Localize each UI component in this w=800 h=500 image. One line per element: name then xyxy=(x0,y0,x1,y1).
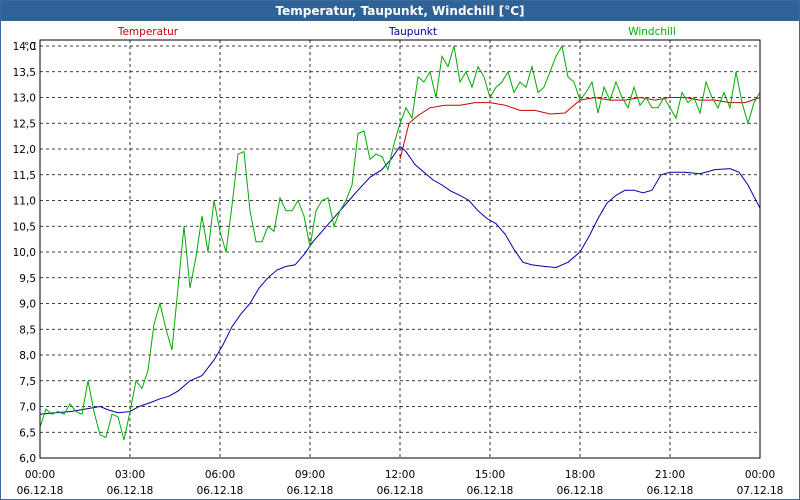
x-tick-time: 03:00 xyxy=(115,469,145,481)
x-tick-time: 00:00 xyxy=(745,469,775,481)
legend-temperatur: Temperatur xyxy=(117,26,179,38)
y-tick-label: 9,5 xyxy=(19,273,36,285)
x-tick-time: 12:00 xyxy=(385,469,415,481)
x-tick-time: 06:00 xyxy=(205,469,235,481)
legend-windchill: Windchill xyxy=(628,26,676,38)
series-line-temperatur xyxy=(399,96,761,160)
x-tick-time: 00:00 xyxy=(25,469,55,481)
x-tick-date: 06.12.18 xyxy=(377,485,424,497)
x-tick-date: 06.12.18 xyxy=(107,485,154,497)
y-tick-label: 11,0 xyxy=(13,196,36,208)
x-tick-date: 06.12.18 xyxy=(287,485,334,497)
y-tick-label: 10,0 xyxy=(13,247,36,259)
x-tick-time: 15:00 xyxy=(475,469,505,481)
y-tick-label: 8,0 xyxy=(19,350,36,362)
x-tick-time: 21:00 xyxy=(655,469,685,481)
chart-title: Temperatur, Taupunkt, Windchill [°C] xyxy=(1,1,799,21)
x-tick-date: 06.12.18 xyxy=(17,485,64,497)
plot-border xyxy=(39,39,761,459)
y-tick-label: 8,5 xyxy=(19,324,36,336)
legend: Temperatur Taupunkt Windchill xyxy=(117,26,676,38)
series-line-taupunkt xyxy=(39,145,761,415)
series-line-windchill xyxy=(39,44,761,441)
x-tick-time: 09:00 xyxy=(295,469,325,481)
y-tick-label: 9,0 xyxy=(19,299,36,311)
y-tick-label: 11,5 xyxy=(13,170,36,182)
y-axis: 6,0 6,5 7,0 7,5 8,0 8,5 9,0 9,5 10,0 10,5 11,0 11,5… xyxy=(13,41,36,465)
x-tick-time: 18:00 xyxy=(565,469,595,481)
x-tick-date: 06.12.18 xyxy=(557,485,604,497)
y-tick-label: 7,0 xyxy=(19,402,36,414)
y-tick-label: 13,5 xyxy=(13,67,36,79)
y-tick-label: 12,5 xyxy=(13,118,36,130)
x-axis: 00:00 06.12.18 03:00 06.12.18 06:00 06.12.18 0… xyxy=(17,469,784,497)
y-tick-label: 14,0 xyxy=(13,41,36,53)
series-layer xyxy=(39,44,761,441)
legend-taupunkt: Taupunkt xyxy=(388,26,437,38)
y-tick-label: 6,0 xyxy=(19,453,36,465)
y-tick-label: 13,0 xyxy=(13,93,36,105)
y-tick-label: 7,5 xyxy=(19,376,36,388)
x-tick-date: 06.12.18 xyxy=(197,485,244,497)
y-tick-label: 12,0 xyxy=(13,144,36,156)
y-tick-label: 6,5 xyxy=(19,427,36,439)
y-unit-label: °C xyxy=(24,41,37,53)
y-tick-label: 10,5 xyxy=(13,221,36,233)
x-tick-date: 06.12.18 xyxy=(467,485,514,497)
x-tick-date: 06.12.18 xyxy=(647,485,694,497)
x-tick-date: 07.12.18 xyxy=(737,485,784,497)
